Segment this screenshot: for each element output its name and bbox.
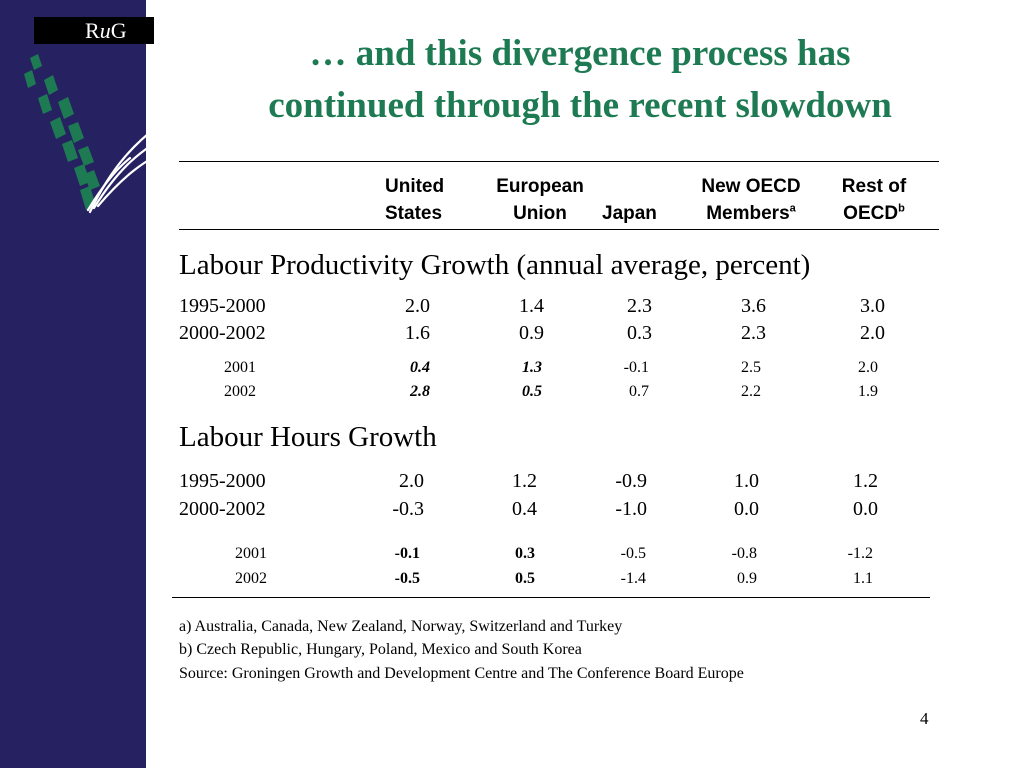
table-cell: 1.1 xyxy=(853,570,873,587)
table-cell: 0.4 xyxy=(512,498,537,520)
table-cell: -0.1 xyxy=(394,545,420,562)
table-cell: -1.0 xyxy=(615,498,647,520)
row-label: 1995-2000 xyxy=(179,470,266,492)
subrow-label: 2001 xyxy=(224,359,256,376)
header-bottom-rule xyxy=(179,229,939,230)
table-cell: 1.0 xyxy=(734,470,759,492)
table-cell: -0.5 xyxy=(620,545,646,562)
table-cell: 1.4 xyxy=(519,295,544,317)
col-header-new-oecd: New OECD Membersa xyxy=(701,176,801,224)
row-label: 1995-2000 xyxy=(179,295,266,317)
footnote-a: a) Australia, Canada, New Zealand, Norwa… xyxy=(179,618,623,635)
table-cell: 2.2 xyxy=(741,383,761,400)
table-cell: 0.3 xyxy=(515,545,535,562)
table-cell: 0.0 xyxy=(853,498,878,520)
table-cell: 2.0 xyxy=(858,359,878,376)
rug-logo-text: RuG xyxy=(85,18,127,43)
table-cell: -0.3 xyxy=(392,498,424,520)
table-cell: 0.0 xyxy=(734,498,759,520)
table-cell: -0.8 xyxy=(731,545,757,562)
table-cell: 2.0 xyxy=(860,322,885,344)
table-cell: 0.4 xyxy=(410,359,430,376)
table-cell: 2.0 xyxy=(405,295,430,317)
table-cell: 0.3 xyxy=(627,322,652,344)
table-cell: 1.2 xyxy=(512,470,537,492)
row-label: 2000-2002 xyxy=(179,498,266,520)
table-cell: 0.7 xyxy=(629,383,649,400)
table-cell: 1.6 xyxy=(405,322,430,344)
source-note: Source: Groningen Growth and Development… xyxy=(179,665,744,682)
title-line-1: … and this divergence process has xyxy=(309,33,851,74)
table-cell: 1.9 xyxy=(858,383,878,400)
table-cell: 3.6 xyxy=(741,295,766,317)
subrow-label: 2001 xyxy=(235,545,267,562)
rug-logo xyxy=(34,17,154,44)
slide-title: … and this divergence process has contin… xyxy=(160,28,1000,132)
table-cell: 1.3 xyxy=(522,359,542,376)
table-cell: -1.2 xyxy=(847,545,873,562)
table-cell: 0.5 xyxy=(522,383,542,400)
row-label: 2000-2002 xyxy=(179,322,266,344)
table-cell: 2.5 xyxy=(741,359,761,376)
table-cell: 0.5 xyxy=(515,570,535,587)
table-top-rule xyxy=(179,161,939,162)
table-cell: 2.8 xyxy=(410,383,430,400)
table-cell: 0.9 xyxy=(519,322,544,344)
col-header-japan: Japan xyxy=(602,203,657,224)
table-bottom-rule xyxy=(172,597,930,598)
table-cell: -0.9 xyxy=(615,470,647,492)
page-number: 4 xyxy=(920,709,929,728)
subrow-label: 2002 xyxy=(235,570,267,587)
subrow-label: 2002 xyxy=(224,383,256,400)
table-cell: 1.2 xyxy=(853,470,878,492)
hours-heading: Labour Hours Growth xyxy=(179,421,437,453)
table-cell: 0.9 xyxy=(737,570,757,587)
table-cell: 2.3 xyxy=(741,322,766,344)
productivity-heading: Labour Productivity Growth (annual avera… xyxy=(179,249,811,281)
footnote-b: b) Czech Republic, Hungary, Poland, Mexi… xyxy=(179,641,582,658)
table-cell: -0.1 xyxy=(623,359,649,376)
table-cell: -0.5 xyxy=(394,570,420,587)
wheat-leaf-graphic xyxy=(24,54,180,214)
col-header-us: United States xyxy=(385,176,445,224)
table-cell: -1.4 xyxy=(620,570,646,587)
col-header-eu: European Union xyxy=(496,176,584,224)
table-cell: 3.0 xyxy=(860,295,885,317)
table-cell: 2.3 xyxy=(627,295,652,317)
title-line-2: continued through the recent slowdown xyxy=(268,85,892,126)
table-cell: 2.0 xyxy=(399,470,424,492)
col-header-rest-oecd: Rest of OECDb xyxy=(841,176,907,224)
